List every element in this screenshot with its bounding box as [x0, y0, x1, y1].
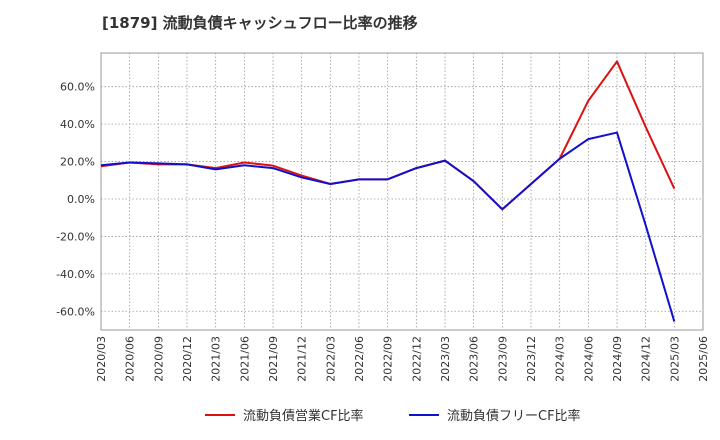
x-tick-label: 2022/03: [324, 336, 337, 382]
x-tick-label: 2021/06: [238, 336, 251, 382]
x-tick-label: 2020/12: [181, 336, 194, 382]
x-tick-label: 2023/03: [439, 336, 452, 382]
x-tick-label: 2024/03: [554, 336, 567, 382]
chart-title: [1879] 流動負債キャッシュフロー比率の推移: [102, 14, 418, 32]
plot-area: [100, 52, 704, 331]
y-tick-label: -20.0%: [56, 230, 95, 243]
x-tick-label: 2025/06: [697, 336, 710, 382]
x-tick-label: 2023/09: [496, 336, 509, 382]
x-tick-label: 2025/03: [668, 336, 681, 382]
legend-label-1: 流動負債営業CF比率: [243, 408, 364, 424]
x-tick-label: 2024/09: [611, 336, 624, 382]
x-tick-label: 2020/03: [95, 336, 108, 382]
legend-label-2: 流動負債フリーCF比率: [447, 408, 581, 424]
x-tick-label: 2022/09: [382, 336, 395, 382]
x-tick-label: 2024/06: [582, 336, 595, 382]
y-tick-label: -40.0%: [56, 268, 95, 281]
y-tick-label: 40.0%: [60, 118, 95, 131]
y-tick-label: 20.0%: [60, 156, 95, 169]
y-tick-label: 0.0%: [67, 193, 95, 206]
y-tick-label: 60.0%: [60, 81, 95, 94]
x-tick-label: 2022/12: [410, 336, 423, 382]
x-tick-label: 2022/06: [353, 336, 366, 382]
x-tick-label: 2020/09: [152, 336, 165, 382]
x-tick-label: 2020/06: [124, 336, 137, 382]
x-tick-label: 2023/06: [468, 336, 481, 382]
x-tick-label: 2021/03: [210, 336, 223, 382]
x-tick-label: 2021/12: [296, 336, 309, 382]
series-line-2: [100, 131, 676, 322]
y-tick-label: -60.0%: [56, 305, 95, 318]
x-tick-label: 2023/12: [525, 336, 538, 382]
x-tick-label: 2024/12: [640, 336, 653, 382]
x-tick-label: 2021/09: [267, 336, 280, 382]
